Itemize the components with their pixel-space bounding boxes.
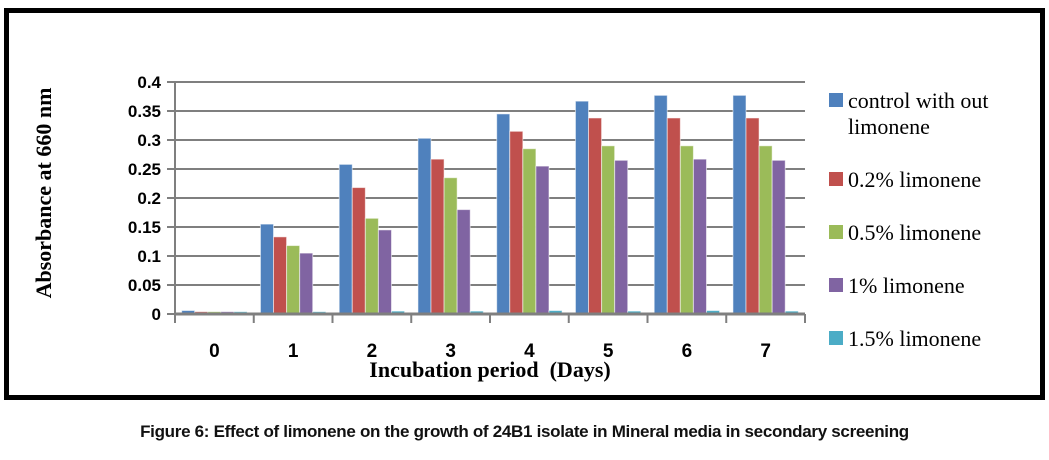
bar — [666, 117, 681, 315]
bar — [273, 236, 288, 315]
bar — [259, 223, 275, 315]
bar — [417, 137, 432, 315]
bar — [601, 145, 616, 315]
chart-legend: control with out limonene 0.2% limonene 0.… — [829, 88, 1037, 352]
y-tick-label: 0.25 — [128, 160, 161, 179]
figure-box: 0 0.05 0.1 0.15 0.2 0.25 0.3 0.35 0.4 0 1 2 3 4 5 6 7 Ab… — [4, 8, 1045, 400]
legend-item: 0.2% limonene — [829, 167, 1037, 193]
bar — [732, 94, 747, 315]
legend-label: control with out limonene — [848, 88, 989, 139]
legend-swatch-icon — [829, 224, 843, 239]
bar — [377, 229, 392, 315]
x-tick-label: 0 — [209, 341, 220, 362]
y-tick-label: 0.1 — [137, 247, 161, 266]
legend-swatch-icon — [829, 277, 843, 292]
bar — [443, 177, 458, 315]
x-axis-title: Incubation period (Days) — [369, 357, 611, 382]
bar — [758, 145, 773, 315]
legend-item: control with out limonene — [829, 88, 1037, 140]
bar — [614, 159, 629, 315]
x-tick-label: 3 — [445, 341, 456, 362]
bar — [771, 159, 786, 315]
legend-label: 0.2% limonene — [848, 166, 982, 192]
y-tick-label: 0.35 — [128, 102, 161, 121]
legend-item: 1.5% limonene — [829, 326, 1037, 352]
legend-swatch-icon — [829, 93, 843, 107]
bar — [430, 158, 445, 315]
x-tick-label: 1 — [288, 341, 299, 362]
x-tick-label: 4 — [524, 341, 535, 362]
legend-label: 1.5% limonene — [848, 325, 982, 351]
legend-item: 0.5% limonene — [829, 220, 1037, 246]
x-tick-label: 7 — [760, 341, 771, 362]
legend-swatch-icon — [829, 171, 843, 186]
bar — [496, 113, 511, 315]
x-tick-label: 6 — [682, 341, 693, 362]
bar — [522, 148, 537, 315]
y-tick-label: 0.15 — [128, 218, 161, 237]
bar — [588, 117, 603, 315]
figure-caption: Figure 6: Effect of limonene on the grow… — [140, 422, 909, 441]
y-tick-label: 0.05 — [128, 276, 161, 295]
bar — [364, 217, 379, 315]
bar — [653, 94, 668, 315]
bar — [745, 117, 760, 315]
x-tick-label: 2 — [367, 341, 378, 362]
x-tick-label: 5 — [603, 341, 614, 362]
y-tick-label: 0.3 — [137, 131, 161, 150]
legend-item: 1% limonene — [829, 273, 1037, 299]
bar — [535, 165, 550, 315]
bar — [692, 158, 707, 315]
bar — [338, 163, 353, 315]
y-tick-label: 0.2 — [137, 189, 161, 208]
bar — [299, 252, 314, 315]
legend-label: 0.5% limonene — [848, 219, 982, 245]
bar-chart-svg: 0 0.05 0.1 0.15 0.2 0.25 0.3 0.35 0.4 0 1 2 3 4 5 6 7 — [128, 73, 806, 362]
bar — [456, 209, 471, 315]
bar — [351, 187, 366, 315]
legend-swatch-icon — [829, 330, 843, 345]
y-axis-title: Absorbance at 660 nm — [31, 87, 56, 299]
legend-label: 1% limonene — [848, 272, 965, 298]
bar — [509, 130, 524, 315]
y-tick-label: 0.4 — [137, 73, 161, 92]
bar — [679, 145, 694, 315]
y-tick-label: 0 — [152, 305, 161, 324]
bar — [286, 245, 301, 315]
bar — [574, 100, 590, 315]
